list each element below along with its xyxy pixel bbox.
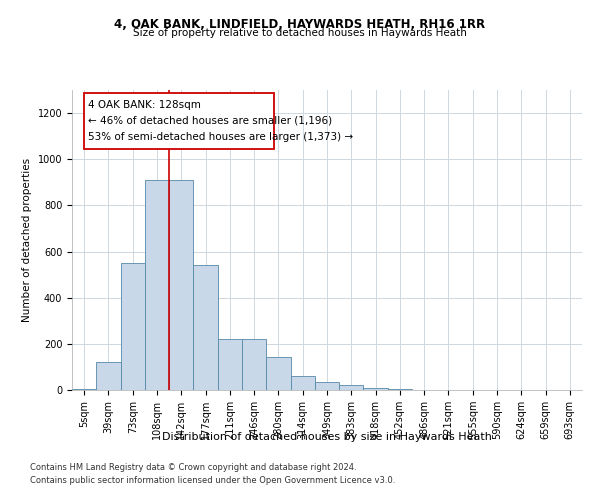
Bar bbox=[193, 266, 218, 390]
Text: Contains HM Land Registry data © Crown copyright and database right 2024.: Contains HM Land Registry data © Crown c… bbox=[30, 464, 356, 472]
Bar bbox=[339, 386, 364, 390]
Text: 53% of semi-detached houses are larger (1,373) →: 53% of semi-detached houses are larger (… bbox=[88, 132, 353, 141]
Bar bbox=[72, 389, 96, 390]
Text: Contains public sector information licensed under the Open Government Licence v3: Contains public sector information licen… bbox=[30, 476, 395, 485]
Text: 4 OAK BANK: 128sqm: 4 OAK BANK: 128sqm bbox=[88, 100, 200, 110]
Bar bbox=[145, 180, 169, 390]
Text: Size of property relative to detached houses in Haywards Heath: Size of property relative to detached ho… bbox=[133, 28, 467, 38]
Bar bbox=[169, 180, 193, 390]
Text: ← 46% of detached houses are smaller (1,196): ← 46% of detached houses are smaller (1,… bbox=[88, 116, 332, 126]
Bar bbox=[121, 263, 145, 390]
Bar bbox=[315, 382, 339, 390]
Bar bbox=[96, 362, 121, 390]
FancyBboxPatch shape bbox=[84, 94, 274, 149]
Text: Distribution of detached houses by size in Haywards Heath: Distribution of detached houses by size … bbox=[162, 432, 492, 442]
Bar bbox=[364, 388, 388, 390]
Text: 4, OAK BANK, LINDFIELD, HAYWARDS HEATH, RH16 1RR: 4, OAK BANK, LINDFIELD, HAYWARDS HEATH, … bbox=[115, 18, 485, 30]
Bar bbox=[266, 356, 290, 390]
Bar bbox=[242, 339, 266, 390]
Y-axis label: Number of detached properties: Number of detached properties bbox=[22, 158, 32, 322]
Bar bbox=[290, 376, 315, 390]
Bar bbox=[218, 339, 242, 390]
